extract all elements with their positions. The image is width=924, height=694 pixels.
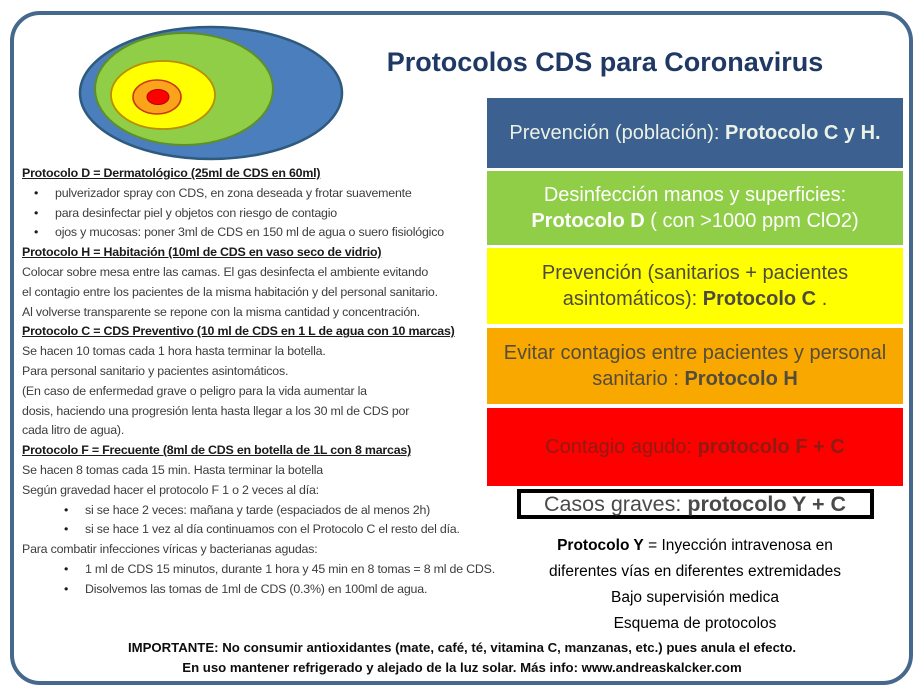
banner-text: Prevención (sanitarios + pacientes asint… [541, 262, 849, 310]
protocol-text: Colocar sobre mesa entre las camas. El g… [22, 264, 429, 279]
protocol-text: Según gravedad hacer el protocolo F 1 o … [22, 482, 319, 497]
protocol-text: Para combatir infecciones víricas y bact… [22, 542, 318, 557]
protocol-y-note: Protocolo Y = Inyección intravenosa en d… [487, 533, 903, 637]
protocol-text: dosis, haciendo una progresión lenta has… [22, 403, 410, 418]
protocol-text: (En caso de enfermedad grave o peligro p… [22, 383, 367, 398]
protocol-text-line: (En caso de enfermedad grave o peligro p… [22, 382, 492, 402]
red-center [146, 89, 170, 105]
protocol-text: Protocolo C = CDS Preventivo (10 ml de C… [22, 324, 455, 339]
banner-casos-graves: Casos graves: protocolo Y + C [516, 489, 874, 519]
protocol-y-line3: Bajo supervisión medica [610, 589, 779, 606]
protocol-text: si se hace 2 veces: mañana y tarde (espa… [85, 502, 431, 517]
protocol-text-line: cada litro de agua). [22, 421, 492, 441]
protocol-text-line: pulverizador spray con CDS, en zona dese… [22, 184, 492, 204]
protocol-text-line: si se hace 1 vez al día continuamos con … [22, 520, 492, 540]
protocol-descriptions: Protocolo D = Dermatológico (25ml de CDS… [22, 164, 495, 600]
protocol-text-line: Se hacen 10 tomas cada 1 hora hasta term… [22, 342, 492, 362]
protocol-text-line: Protocolo C = CDS Preventivo (10 ml de C… [22, 322, 492, 342]
important-note-line1: IMPORTANTE: No consumir antioxidantes (m… [127, 640, 797, 655]
banner-prevencion-poblacion: Prevención (población): Protocolo C y H. [487, 98, 903, 168]
banner-text: Contagio agudo: [545, 436, 698, 458]
banner-protocol: Protocolo H [684, 368, 798, 390]
banner-text: . [816, 288, 828, 310]
protocol-text-line: Según gravedad hacer el protocolo F 1 o … [22, 481, 492, 501]
protocol-y-label: Protocolo Y [557, 537, 644, 554]
banner-protocol: protocolo F + C [697, 436, 845, 458]
banner-text: Desinfección manos y superficies: [543, 184, 847, 206]
page-title: Protocolos CDS para Coronavirus [386, 47, 824, 77]
banner-protocol: protocolo Y + C [687, 492, 847, 516]
protocol-text: Se hacen 8 tomas cada 15 min. Hasta term… [22, 462, 323, 477]
protocol-text: Al volverse transparente se repone con l… [22, 304, 420, 319]
banner-text: Casos graves: [543, 492, 688, 516]
protocol-y-line2: diferentes vías en diferentes extremidad… [548, 563, 842, 580]
protocol-text-line: Se hacen 8 tomas cada 15 min. Hasta term… [22, 461, 492, 481]
protocol-text: 1 ml de CDS 15 minutos, durante 1 hora y… [85, 561, 495, 576]
protocol-text: Disolvemos las tomas de 1ml de CDS (0.3%… [85, 581, 428, 596]
protocol-text: Protocolo H = Habitación (10ml de CDS en… [22, 245, 382, 260]
protocol-text-line: Para personal sanitario y pacientes asin… [22, 362, 492, 382]
protocol-y-line1: Protocolo Y = Inyección intravenosa en [487, 533, 903, 559]
protocol-text-line: 1 ml de CDS 15 minutos, durante 1 hora y… [22, 560, 495, 580]
protocol-text-line: ojos y mucosas: poner 3ml de CDS en 150 … [22, 223, 492, 243]
banner-prevencion-sanitarios: Prevención (sanitarios + pacientes asint… [487, 248, 903, 324]
protocol-text: Protocolo D = Dermatológico (25ml de CDS… [22, 166, 321, 180]
protocol-text: Para personal sanitario y pacientes asin… [22, 363, 289, 378]
risk-rings-diagram [78, 25, 344, 161]
protocol-text-line: Protocolo H = Habitación (10ml de CDS en… [22, 243, 492, 263]
protocol-text: cada litro de agua). [22, 423, 125, 438]
protocol-text-line: si se hace 2 veces: mañana y tarde (espa… [22, 501, 492, 521]
important-note-line2: En uso mantener refrigerado y alejado de… [182, 660, 742, 675]
protocol-text-line: Disolvemos las tomas de 1ml de CDS (0.3%… [22, 580, 492, 600]
banner-contagio-agudo: Contagio agudo: protocolo F + C [487, 408, 903, 486]
protocol-text-line: dosis, haciendo una progresión lenta has… [22, 402, 492, 422]
important-note: IMPORTANTE: No consumir antioxidantes (m… [20, 638, 904, 678]
protocol-text: si se hace 1 vez al día continuamos con … [85, 522, 460, 537]
protocol-text-line: para desinfectar piel y objetos con ries… [22, 204, 492, 224]
protocol-y-text: = Inyección intravenosa en [643, 537, 833, 554]
banner-protocol: Protocolo C [702, 288, 817, 310]
banner-text: Prevención (población): [509, 122, 726, 144]
protocol-text: Se hacen 10 tomas cada 1 hora hasta term… [22, 344, 326, 359]
banner-protocol: Protocolo C y H. [725, 122, 881, 144]
protocol-text-line: Colocar sobre mesa entre las camas. El g… [22, 263, 492, 283]
protocol-text: ojos y mucosas: poner 3ml de CDS en 150 … [55, 225, 444, 240]
banner-desinfeccion: Desinfección manos y superficies: Protoc… [487, 171, 903, 245]
protocol-text-line: Para combatir infecciones víricas y bact… [22, 540, 492, 560]
protocol-text-line: Al volverse transparente se repone con l… [22, 303, 492, 323]
banner-protocol: Protocolo D [531, 210, 645, 232]
banner-evitar-contagios: Evitar contagios entre pacientes y perso… [487, 328, 903, 404]
banner-text: Evitar contagios entre pacientes y perso… [503, 342, 887, 390]
protocol-text-line: Protocolo D = Dermatológico (25ml de CDS… [22, 164, 492, 184]
protocol-banners: Prevención (población): Protocolo C y H.… [487, 98, 903, 519]
protocol-text: Protocolo F = Frecuente (8ml de CDS en b… [22, 443, 412, 458]
protocol-text-line: Protocolo F = Frecuente (8ml de CDS en b… [22, 441, 492, 461]
protocol-text-line: el contagio entre los pacientes de la mi… [22, 283, 492, 303]
protocol-text: el contagio entre los pacientes de la mi… [22, 284, 438, 299]
protocol-text: pulverizador spray con CDS, en zona dese… [55, 185, 412, 200]
protocol-y-line4: Esquema de protocolos [613, 615, 777, 632]
banner-text: ( con >1000 ppm ClO2) [644, 210, 859, 232]
protocol-text: para desinfectar piel y objetos con ries… [55, 205, 337, 220]
